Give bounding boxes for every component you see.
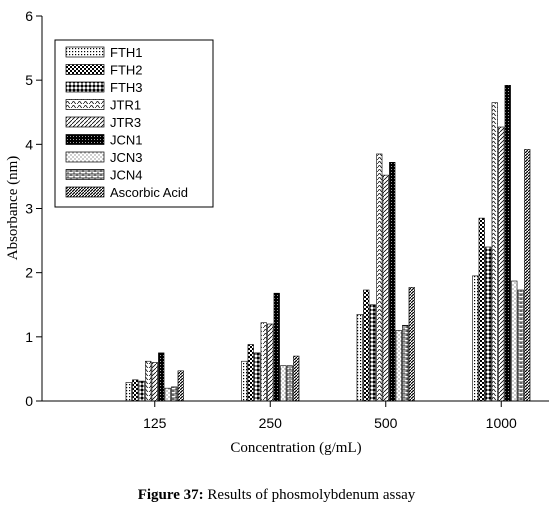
legend-swatch (65, 99, 105, 110)
bar-jcn4-250 (286, 365, 293, 402)
bar-ascorbic-acid-250 (293, 355, 300, 402)
figure-caption-label: Figure 37: (137, 487, 204, 503)
bar-fth3-250 (254, 352, 261, 402)
legend-swatch (65, 46, 105, 58)
bar-jcn1-500 (389, 162, 396, 402)
y-tick-label: 0 (25, 393, 33, 409)
legend-swatch (65, 151, 105, 163)
y-tick-label: 5 (25, 72, 33, 88)
y-tick-label: 3 (25, 201, 33, 217)
legend-swatch (65, 64, 105, 75)
x-axis-label: Concentration (g/mL) (230, 440, 361, 456)
legend-label: JCN4 (110, 168, 143, 183)
figure-caption-text: Results of phosmolybdenum assay (207, 487, 416, 503)
y-tick-label: 1 (25, 329, 33, 345)
bar-jcn1-125 (158, 352, 165, 402)
legend: FTH1 FTH2 FTH3 JTR1 JTR3 JCN1 JCN3 JCN4 Ascorbic… (54, 39, 214, 208)
legend-label: FTH2 (110, 63, 143, 78)
legend-swatch (65, 134, 105, 145)
bar-jcn1-250 (273, 292, 280, 402)
bar-jtr3-250 (267, 323, 274, 402)
bar-jcn4-500 (402, 324, 409, 402)
bar-fth3-1000 (485, 246, 492, 402)
legend-label: JCN3 (110, 150, 143, 165)
legend-label: FTH3 (110, 80, 143, 95)
legend-swatch (65, 186, 105, 198)
legend-label: FTH1 (110, 45, 143, 60)
bar-ascorbic-acid-1000 (524, 149, 531, 402)
x-axis-ticks: 125 250 500 1000 (143, 401, 517, 431)
y-tick-label: 4 (25, 136, 33, 152)
bar-jcn3-250 (280, 365, 287, 402)
y-tick-label: 2 (25, 265, 33, 281)
bar-fth3-500 (369, 304, 376, 402)
bar-fth2-125 (132, 379, 139, 402)
bar-jcn4-125 (171, 386, 178, 402)
bars-layer (125, 85, 531, 402)
legend-swatch (65, 81, 105, 93)
bar-fth3-125 (138, 380, 145, 402)
y-axis-ticks: 0 1 2 3 4 5 6 (25, 8, 42, 409)
bar-jtr1-250 (260, 322, 267, 402)
bar-jtr3-1000 (498, 126, 505, 402)
bar-jcn3-500 (395, 330, 402, 402)
x-tick-label: 125 (143, 415, 167, 431)
y-axis-label: Absorbance (nm) (5, 156, 21, 261)
bar-jcn3-1000 (511, 280, 518, 402)
legend-label: JCN1 (110, 133, 143, 148)
bar-jtr1-125 (145, 360, 152, 402)
bar-fth1-250 (241, 360, 248, 402)
bar-jcn3-125 (164, 387, 171, 402)
legend-label: JTR3 (110, 115, 141, 130)
bar-fth2-1000 (478, 217, 485, 402)
legend-swatch (65, 116, 105, 128)
x-tick-label: 500 (374, 415, 398, 431)
bar-fth2-250 (247, 344, 254, 402)
legend-label: JTR1 (110, 98, 141, 113)
bar-fth1-1000 (472, 275, 479, 402)
bar-fth1-500 (356, 314, 363, 402)
bar-jcn4-1000 (517, 289, 524, 402)
bar-ascorbic-acid-500 (408, 287, 415, 402)
bar-jcn1-1000 (504, 85, 511, 402)
figure-caption: Figure 37: Results of phosmolybdenum ass… (0, 487, 553, 504)
y-tick-label: 6 (25, 8, 33, 24)
bar-jtr1-500 (376, 153, 383, 402)
bar-jtr3-500 (382, 174, 389, 402)
x-tick-label: 1000 (486, 415, 517, 431)
bar-fth1-125 (125, 382, 132, 402)
legend-swatch (65, 169, 105, 180)
legend-label: Ascorbic Acid (110, 185, 188, 200)
bar-jtr3-125 (151, 362, 158, 402)
bar-ascorbic-acid-125 (177, 370, 184, 402)
bar-jtr1-1000 (491, 102, 498, 402)
x-tick-label: 250 (259, 415, 283, 431)
bar-fth2-500 (363, 289, 370, 402)
